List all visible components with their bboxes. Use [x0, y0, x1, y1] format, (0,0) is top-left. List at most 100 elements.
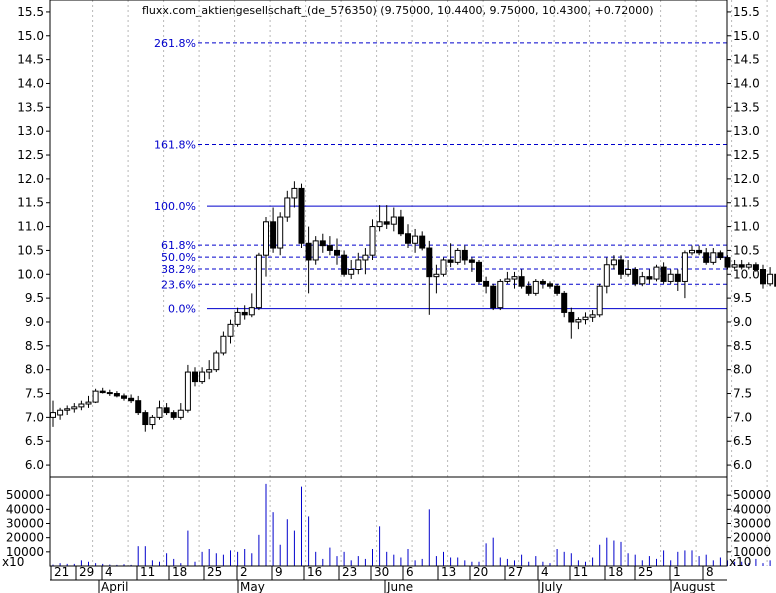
- candle-up: [234, 311, 241, 325]
- month-label: June: [386, 580, 413, 593]
- date-tick-label: 2: [240, 565, 248, 579]
- candle-up: [582, 316, 589, 321]
- candle-down: [703, 252, 710, 263]
- fib-level-label: 50.0%: [161, 251, 196, 264]
- date-tick-label: 13: [441, 565, 456, 579]
- candle-down: [554, 285, 561, 294]
- candle-down: [99, 390, 106, 394]
- candle-down: [334, 249, 340, 256]
- date-axis: 21 29 4 11 18 25 2 9 16 23 30 6 13 20 27 4 11 18 25 1 8April…: [50, 565, 715, 593]
- candle-down: [483, 280, 490, 287]
- candle-down: [397, 216, 404, 235]
- candle-up: [184, 371, 191, 411]
- candle-up: [589, 314, 596, 318]
- candle-down: [760, 269, 766, 285]
- candle-up: [92, 390, 99, 403]
- date-tick-label: 21: [54, 565, 69, 579]
- candle-up: [263, 221, 269, 256]
- candle-up: [497, 280, 504, 309]
- price-tick-label: 10.5: [733, 243, 760, 257]
- price-tick-label: 6.0: [733, 458, 752, 472]
- candle-down: [632, 269, 639, 285]
- candle-down: [568, 311, 575, 323]
- price-tick-label: 14.5: [17, 53, 44, 67]
- candle-up: [362, 254, 369, 261]
- price-tick-label: 6.5: [25, 434, 44, 448]
- price-tick-label: 12.5: [733, 148, 760, 162]
- date-tick-label: 4: [105, 565, 113, 579]
- fib-level-label: 100.0%: [154, 200, 196, 213]
- date-tick-label: 27: [508, 565, 523, 579]
- price-tick-label: 6.5: [733, 434, 752, 448]
- candle-down: [383, 221, 390, 225]
- price-tick-label: 14.5: [733, 53, 760, 67]
- volume-panel-border: [49, 476, 728, 567]
- price-tick-label: 7.5: [733, 387, 752, 401]
- candle-up: [255, 254, 262, 309]
- candle-down: [539, 280, 546, 285]
- candle-up: [369, 226, 376, 256]
- price-tick-label: 12.0: [17, 172, 44, 186]
- candle-down: [447, 259, 454, 263]
- candle-up: [625, 269, 632, 275]
- volume-tick-label: 10000: [6, 545, 44, 559]
- chart-frame: [49, 0, 728, 581]
- date-tick-label: 25: [638, 565, 653, 579]
- candle-down: [525, 285, 532, 294]
- candle-up: [312, 240, 319, 261]
- volume-tick-label: 30000: [733, 517, 771, 531]
- candle-up: [390, 216, 397, 225]
- price-tick-label: 13.0: [17, 124, 44, 138]
- price-tick-label: 13.5: [17, 100, 44, 114]
- chart-title: fluxx.com_aktiengesellschaft_(de_576350)…: [142, 4, 654, 17]
- candle-up: [78, 403, 85, 408]
- volume-tick-label: 50000: [733, 488, 771, 502]
- price-tick-label: 11.0: [17, 220, 44, 234]
- candle-up: [433, 273, 440, 278]
- date-tick-label: 20: [473, 565, 488, 579]
- candle-up: [504, 278, 511, 282]
- price-tick-label: 10.0: [17, 267, 44, 281]
- volume-unit-label: x10: [2, 555, 24, 569]
- candle-up: [603, 264, 610, 287]
- candle-down: [646, 276, 653, 280]
- volume-tick-label: 40000: [733, 502, 771, 516]
- candle-down: [674, 273, 681, 282]
- volume-tick-label: 20000: [733, 531, 771, 545]
- candle-down: [774, 273, 776, 287]
- volume-tick-label: 20000: [6, 531, 44, 545]
- candle-up: [440, 259, 447, 275]
- candle-down: [270, 221, 277, 249]
- candle-down: [241, 311, 248, 316]
- volume-series: [52, 483, 771, 566]
- fib-level-label: 23.6%: [161, 278, 196, 291]
- candle-down: [738, 264, 745, 268]
- candle-up: [745, 264, 752, 268]
- candle-down: [128, 397, 135, 402]
- candle-down: [319, 240, 326, 247]
- candle-down: [305, 242, 312, 261]
- candle-up: [284, 197, 291, 218]
- candle-up: [376, 221, 383, 228]
- candle-up: [596, 285, 603, 316]
- candle-down: [192, 371, 198, 383]
- price-tick-label: 14.0: [733, 76, 760, 90]
- price-tick-label: 7.0: [733, 410, 752, 424]
- candle-up: [206, 369, 213, 373]
- candle-down: [341, 254, 348, 275]
- price-tick-label: 11.5: [17, 196, 44, 210]
- price-tick-label: 15.0: [17, 29, 44, 43]
- candle-up: [248, 307, 255, 316]
- candle-down: [490, 285, 497, 309]
- fib-level-label: 38.2%: [161, 263, 196, 276]
- candle-down: [106, 392, 113, 395]
- candle-down: [518, 276, 525, 287]
- candle-down: [113, 393, 120, 397]
- candle-down: [476, 261, 482, 282]
- price-tick-label: 8.0: [25, 363, 44, 377]
- candle-up: [50, 412, 56, 418]
- price-tick-label: 8.0: [733, 363, 752, 377]
- price-tick-label: 11.0: [733, 220, 760, 234]
- candle-down: [696, 249, 703, 254]
